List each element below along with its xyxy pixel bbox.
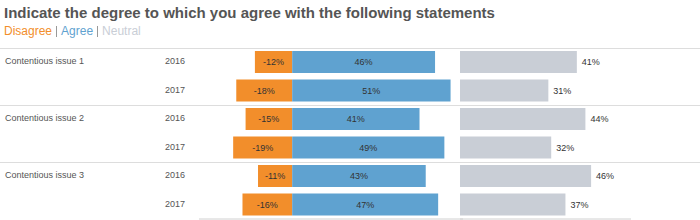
svg-text:37%: 37% xyxy=(570,200,588,210)
html-text:2017: 2017 xyxy=(165,141,185,152)
html-text:Neutral: Neutral xyxy=(102,24,141,38)
svg-text:44%: 44% xyxy=(590,114,608,124)
svg-text:46%: 46% xyxy=(355,57,373,67)
svg-text:41%: 41% xyxy=(582,57,600,67)
html-text:Contentious issue 1: Contentious issue 1 xyxy=(5,56,85,67)
svg-text:-18%: -18% xyxy=(254,86,275,96)
svg-text:49%: 49% xyxy=(359,143,377,153)
html-text:Contentious issue 2: Contentious issue 2 xyxy=(5,113,85,124)
svg-text:31%: 31% xyxy=(553,86,571,96)
html-text:2017: 2017 xyxy=(165,84,185,95)
svg-text:46%: 46% xyxy=(596,171,614,181)
html-text:2016: 2016 xyxy=(165,56,185,67)
html-text:2016: 2016 xyxy=(165,113,185,124)
svg-text:51%: 51% xyxy=(362,86,380,96)
svg-text:-11%: -11% xyxy=(265,171,285,181)
svg-text:-12%: -12% xyxy=(263,57,284,67)
html-text:Contentious issue 3: Contentious issue 3 xyxy=(5,170,85,181)
svg-text:43%: 43% xyxy=(350,171,368,181)
svg-text:-19%: -19% xyxy=(252,143,273,153)
svg-text:-15%: -15% xyxy=(258,114,279,124)
html-text:2017: 2017 xyxy=(165,198,185,209)
html-text:Disagree: Disagree xyxy=(4,24,52,38)
svg-text:-16%: -16% xyxy=(257,200,278,210)
html-text:2016: 2016 xyxy=(165,170,185,181)
svg-text:32%: 32% xyxy=(556,143,574,153)
html-text:Indicate the degree to which y: Indicate the degree to which you agree w… xyxy=(4,4,495,21)
html-text:Agree: Agree xyxy=(61,24,94,38)
svg-text:41%: 41% xyxy=(347,114,365,124)
svg-text:47%: 47% xyxy=(356,200,374,210)
